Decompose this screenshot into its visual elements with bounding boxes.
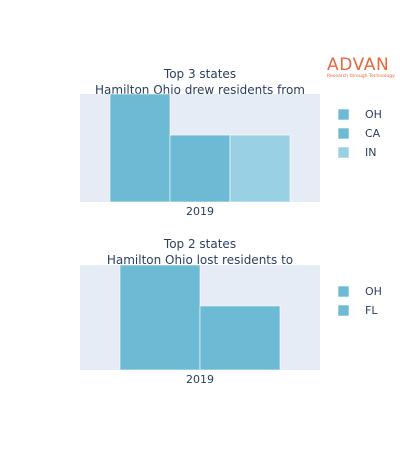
bar-oh [119, 264, 201, 371]
legend: OH FL [337, 285, 382, 317]
advan-logo: ADVAN Research through Technology [327, 55, 395, 79]
legend-label-ca: CA [365, 127, 381, 140]
legend-swatch-in [337, 146, 350, 159]
legend-swatch-oh [337, 108, 350, 121]
charts-container: Top 3 states Hamilton Ohio drew residents… [80, 67, 382, 386]
logo-text: ADVAN [327, 55, 389, 75]
chart-title-line: Hamilton Ohio lost residents to [107, 253, 293, 267]
legend-label-oh: OH [365, 285, 382, 298]
legend-label-fl: FL [365, 304, 378, 317]
legend-swatch-fl [337, 304, 350, 317]
bar-in [229, 134, 291, 203]
bar-fl [199, 305, 281, 371]
chart-1: Top 3 states Hamilton Ohio drew residents… [80, 67, 382, 218]
legend-label-in: IN [365, 146, 376, 159]
legend-swatch-ca [337, 127, 350, 140]
legend-swatch-oh [337, 285, 350, 298]
chart-title-line: Top 3 states [163, 67, 236, 81]
legend: OH CA IN [337, 108, 382, 159]
x-tick-label: 2019 [186, 373, 214, 386]
chart-title-line: Top 2 states [163, 237, 236, 251]
x-tick-label: 2019 [186, 205, 214, 218]
bar-oh [109, 93, 171, 203]
chart-2: Top 2 states Hamilton Ohio lost residents… [80, 237, 382, 386]
logo-tagline: Research through Technology [327, 73, 395, 79]
chart-title-line: Hamilton Ohio drew residents from [95, 83, 305, 97]
bar-ca [169, 134, 231, 203]
legend-label-oh: OH [365, 108, 382, 121]
